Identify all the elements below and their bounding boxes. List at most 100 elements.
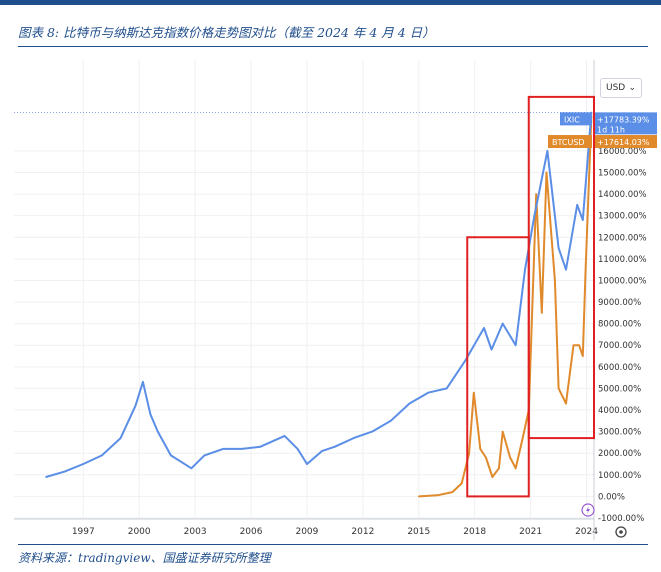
btcusd-point [514, 467, 517, 470]
ixic-point [334, 445, 336, 448]
ixic-name-tag [560, 112, 592, 126]
ixic-value-tag [595, 112, 657, 126]
ixic-point [464, 359, 467, 362]
y-tick-label: 4000.00% [598, 406, 641, 416]
ixic-point [190, 467, 193, 470]
ixic-point [149, 413, 152, 416]
currency-label: USD [606, 83, 626, 93]
x-tick-label: 2006 [240, 527, 263, 537]
y-tick-label: 15000.00% [598, 168, 647, 178]
ixic-point [490, 348, 493, 351]
highlight-box-2 [527, 95, 595, 440]
ixic-series [45, 111, 593, 478]
source-divider [18, 544, 648, 545]
ixic-point [101, 454, 103, 457]
y-tick-label: 7000.00% [598, 341, 641, 351]
ixic-point [157, 430, 159, 433]
ixic-point [283, 435, 286, 437]
btcusd-point [545, 171, 548, 174]
ixic-point [524, 268, 526, 271]
ixic-point [557, 247, 560, 249]
y-tick-label: 0.00% [598, 492, 625, 502]
btcusd-point [491, 476, 494, 478]
btcusd-line [418, 115, 593, 498]
btcusd-point [509, 456, 511, 459]
ixic-time-label: 1d 11h [597, 125, 625, 134]
btcusd-point [479, 448, 482, 450]
figure-caption: 图表 8: 比特币与纳斯达克指数价格走势图对比（截至 2024 年 4 月 4 … [18, 25, 435, 40]
btcusd-point [501, 430, 504, 433]
btcusd-series [417, 115, 593, 498]
y-tick-label: 5000.00% [598, 384, 641, 394]
x-tick-label: 2021 [519, 527, 542, 537]
btcusd-point [460, 482, 463, 485]
ixic-time-tag [595, 124, 657, 135]
ixic-point [119, 437, 122, 439]
ixic-point [321, 450, 323, 452]
ixic-point [296, 448, 299, 450]
y-tick-label: 8000.00% [598, 320, 641, 330]
y-tick-label: 16000.00% [598, 147, 647, 157]
ixic-point [203, 454, 206, 457]
plot-area [45, 111, 593, 498]
ixic-point [483, 327, 485, 329]
ixic-point [445, 387, 448, 390]
ixic-value-label: +17783.39% [597, 115, 650, 124]
ixic-point [240, 448, 243, 450]
ixic-point [352, 437, 355, 439]
y-tick-label: 6000.00% [598, 363, 641, 373]
btcusd-point [584, 268, 587, 271]
y-tick-label: 14000.00% [598, 190, 647, 200]
x-tick-label: 2018 [463, 527, 486, 537]
chart-grid [14, 60, 594, 519]
ixic-point [306, 463, 308, 465]
btcusd-point [472, 391, 475, 394]
ixic-point [259, 445, 262, 448]
gear-icon [615, 526, 627, 538]
y-tick-label: 10000.00% [598, 276, 647, 286]
btcusd-point [554, 279, 556, 282]
y-tick-label: 11000.00% [598, 255, 647, 265]
chevron-down-icon: ⌄ [628, 83, 636, 93]
ixic-point [514, 344, 517, 347]
ixic-point [582, 219, 584, 221]
caption-divider [18, 46, 648, 47]
y-tick-label: 3000.00% [598, 428, 641, 438]
ixic-point [546, 150, 549, 152]
btcusd-point [436, 494, 439, 497]
ixic-point [371, 430, 373, 433]
x-tick-label: 2024 [575, 527, 598, 537]
y-tick-label: 2000.00% [598, 449, 641, 459]
btcusd-name-label: BTCUSD [552, 138, 585, 147]
btcusd-point [417, 495, 420, 498]
x-tick-label: 2003 [184, 527, 207, 537]
btcusd-point [498, 467, 500, 470]
price-tags: IXIC +17783.39%1d 11h BTCUSD +17614.03% [548, 112, 657, 538]
ixic-point [222, 448, 224, 450]
top-accent-bar [0, 0, 661, 5]
btcusd-point [582, 355, 584, 357]
ixic-point [576, 204, 579, 206]
ixic-point [427, 391, 429, 394]
y-tick-label: -1000.00% [598, 514, 644, 524]
ixic-point [501, 322, 504, 325]
x-tick-label: 1997 [72, 527, 95, 537]
y-axis: 16000.00% 15000.00% 14000.00% 13000.00% 1200… [593, 60, 647, 540]
ixic-point [142, 381, 144, 383]
ixic-point [533, 214, 536, 217]
currency-select[interactable]: USD ⌄ [600, 78, 642, 98]
x-tick-label: 2000 [128, 527, 151, 537]
ixic-point [82, 463, 85, 465]
btcusd-value-label: +17614.03% [597, 138, 650, 147]
source-note: 资料来源：tradingview、国盛证券研究所整理 [18, 551, 271, 565]
btcusd-point [522, 435, 524, 437]
x-tick-label: 2015 [407, 527, 430, 537]
btcusd-point [541, 312, 543, 314]
x-axis: 1997 2000 2003 2006 2009 2012 2015 2018 2021 2024 [14, 518, 598, 537]
btcusd-point [535, 193, 538, 195]
y-tick-label: 9000.00% [598, 298, 641, 308]
ixic-point [45, 476, 47, 478]
btcusd-point [485, 456, 487, 459]
btcusd-point [557, 387, 560, 390]
